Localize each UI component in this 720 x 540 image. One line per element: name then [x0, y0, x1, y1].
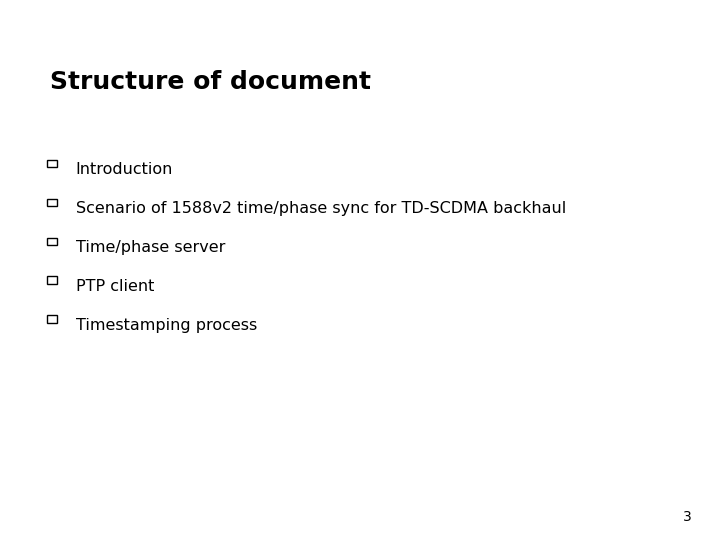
Bar [47, 199, 57, 206]
Text: Timestamping process: Timestamping process [76, 318, 257, 333]
Bar [47, 238, 57, 245]
Text: Scenario of 1588v2 time/phase sync for TD-SCDMA backhaul: Scenario of 1588v2 time/phase sync for T… [76, 201, 566, 216]
Text: Time/phase server: Time/phase server [76, 240, 225, 255]
Text: Structure of document: Structure of document [50, 70, 372, 94]
Bar [47, 276, 57, 284]
Text: Introduction: Introduction [76, 162, 173, 177]
Text: PTP client: PTP client [76, 279, 154, 294]
Bar [47, 315, 57, 323]
Text: 3: 3 [683, 510, 691, 524]
Bar [47, 160, 57, 167]
